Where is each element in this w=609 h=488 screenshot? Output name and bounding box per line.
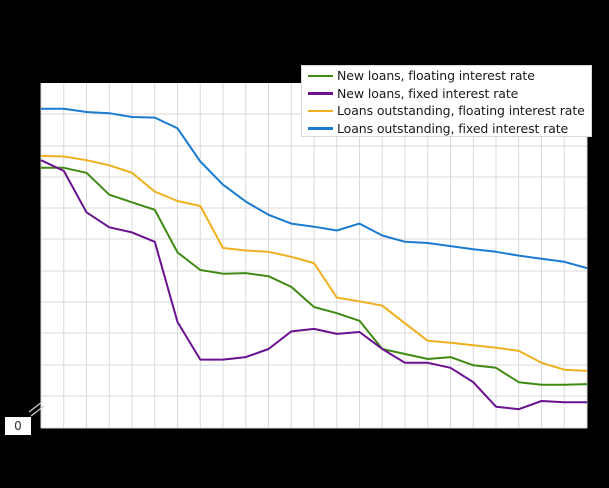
legend-item-new-loans-floating: New loans, floating interest rate: [308, 67, 591, 85]
legend-label: New loans, floating interest rate: [337, 68, 535, 84]
series-line-2: [40, 159, 587, 411]
series-line-4: [41, 107, 588, 270]
chart-legend: New loans, floating interest rate New lo…: [301, 65, 592, 137]
series-lines: [40, 107, 588, 411]
axis-break-icon: [28, 401, 45, 417]
legend-swatch-blue-icon: [308, 127, 333, 130]
legend-swatch-purple-icon: [308, 92, 333, 95]
legend-label: New loans, fixed interest rate: [337, 85, 519, 101]
legend-swatch-yellow-icon: [308, 109, 333, 112]
legend-swatch-green-icon: [308, 74, 333, 77]
legend-item-outstanding-floating: Loans outstanding, floating interest rat…: [308, 102, 591, 120]
legend-item-new-loans-fixed: New loans, fixed interest rate: [308, 85, 591, 103]
legend-item-outstanding-fixed: Loans outstanding, fixed interest rate: [308, 120, 591, 138]
legend-label: Loans outstanding, floating interest rat…: [337, 103, 585, 119]
series-line-3: [40, 154, 588, 372]
legend-label: Loans outstanding, fixed interest rate: [337, 120, 569, 136]
series-line-1: [41, 166, 588, 386]
y-axis-zero-label: 0: [5, 417, 31, 435]
